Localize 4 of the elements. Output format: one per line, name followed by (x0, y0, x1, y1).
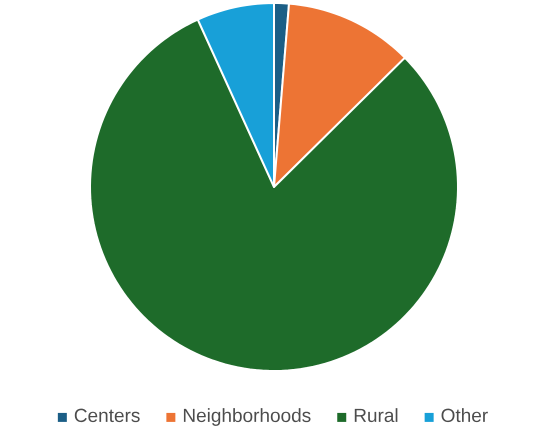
legend-label: Other (442, 408, 488, 422)
legend-label: Centers (74, 408, 140, 422)
legend-label: Neighborhoods (184, 408, 311, 426)
legend-label: Rural (354, 408, 398, 422)
